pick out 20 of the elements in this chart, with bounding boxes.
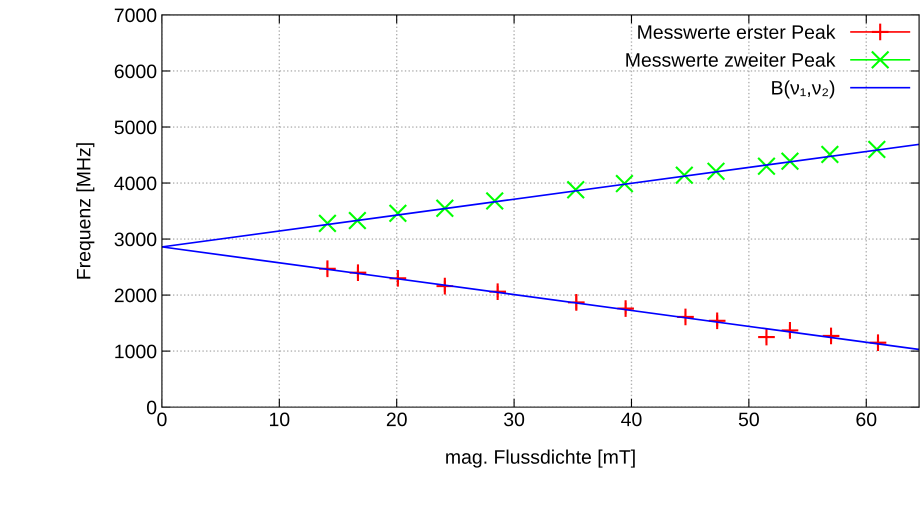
x-tick-label: 10 (270, 412, 290, 426)
x-tick-label: 40 (621, 412, 642, 426)
legend-label: B(ν₁,ν₂) (772, 80, 834, 98)
y-tick-label: 1000 (115, 344, 156, 358)
x-tick-label: 20 (386, 412, 407, 426)
x-axis-title: mag. Flussdichte [mT] (446, 450, 635, 468)
y-axis-title: Frequenz [MHz] (76, 143, 94, 279)
x-tick-label: 0 (157, 412, 167, 426)
y-tick-label: 7000 (114, 8, 156, 22)
legend-label: Messwerte zweiter Peak (626, 52, 836, 67)
y-tick-label: 0 (147, 400, 156, 414)
y-tick-label: 2000 (114, 288, 156, 302)
y-tick-label: 5000 (114, 120, 156, 134)
y-tick-label: 4000 (114, 176, 156, 190)
x-tick-label: 30 (504, 412, 524, 426)
y-tick-label: 6000 (114, 64, 156, 78)
y-tick-label: 3000 (114, 232, 156, 246)
x-tick-label: 50 (738, 412, 759, 426)
x-tick-label: 60 (856, 412, 876, 426)
legend-label: Messwerte erster Peak (638, 24, 836, 39)
